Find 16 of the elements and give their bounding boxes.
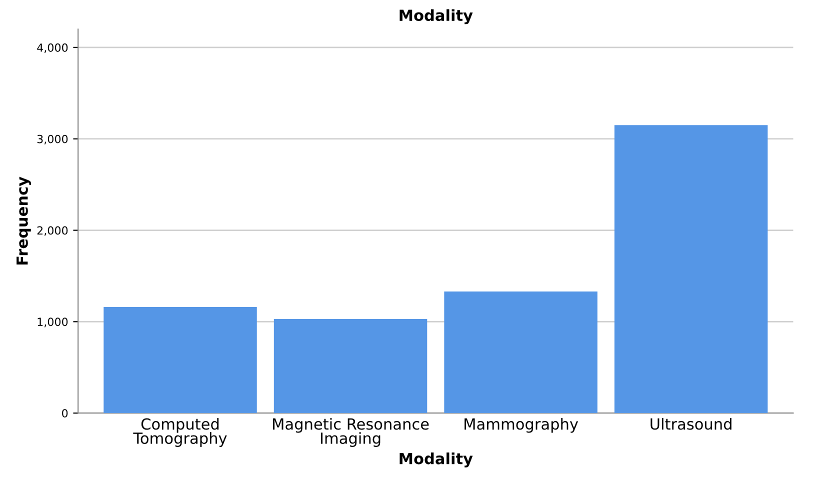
y-tick-label: 2,000 [37,226,68,236]
bar [614,125,768,414]
x-tick-label: Ultrasound [650,418,732,430]
x-tick-label: Computed Tomography [133,418,227,447]
y-tick-label: 4,000 [37,43,68,53]
chart-title: Modality [400,9,473,24]
y-axis-title: Frequency [16,176,32,264]
y-tick-label: 1,000 [38,318,68,328]
y-tick-label: 0 [62,409,68,418]
bar [444,292,598,414]
bar [274,318,428,414]
bar [104,307,257,414]
x-tick-label: Mammography [464,418,578,433]
x-tick-label: Magnetic Resonance Imaging [273,418,429,447]
x-axis-title: Modality [400,452,473,468]
y-tick-label: 3,000 [37,134,68,144]
